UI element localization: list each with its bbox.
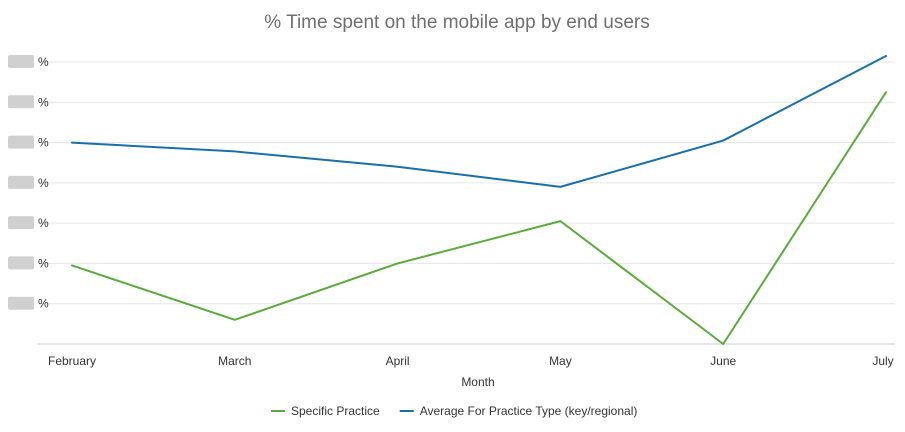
y-axis-ticks: %%%%%%% xyxy=(8,55,49,311)
series-line xyxy=(71,54,887,188)
x-tick-label: April xyxy=(386,354,410,368)
y-tick-value-obscured xyxy=(8,296,34,310)
y-tick-label: % xyxy=(38,297,49,311)
x-tick-label: July xyxy=(872,354,893,368)
legend-entry: Specific Practice xyxy=(291,404,380,418)
series-lines xyxy=(71,54,887,345)
series-line xyxy=(71,91,887,345)
y-tick-label: % xyxy=(38,176,49,190)
x-tick-label: March xyxy=(218,354,251,368)
y-tick-label: % xyxy=(38,136,49,150)
y-tick-value-obscured xyxy=(8,216,34,230)
x-tick-label: February xyxy=(48,354,96,368)
y-tick-value-obscured xyxy=(8,95,34,109)
y-tick-value-obscured xyxy=(8,175,34,189)
y-tick-value-obscured xyxy=(8,135,34,149)
legend: Specific Practice Average For Practice Ty… xyxy=(271,404,637,418)
y-tick-label: % xyxy=(38,95,49,109)
y-tick-label: % xyxy=(38,256,49,270)
grid xyxy=(38,61,895,305)
legend-entry: Average For Practice Type (key/regional) xyxy=(420,404,638,418)
y-tick-value-obscured xyxy=(8,55,34,68)
x-tick-label: June xyxy=(710,354,736,368)
y-tick-value-obscured xyxy=(8,256,34,270)
x-axis-label: Month xyxy=(461,375,494,389)
x-axis-ticks: February March April May June July xyxy=(48,354,894,368)
y-tick-label: % xyxy=(38,216,49,230)
chart-title: % Time spent on the mobile app by end us… xyxy=(264,12,650,33)
x-tick-label: May xyxy=(549,354,572,368)
y-tick-label: % xyxy=(38,55,49,69)
